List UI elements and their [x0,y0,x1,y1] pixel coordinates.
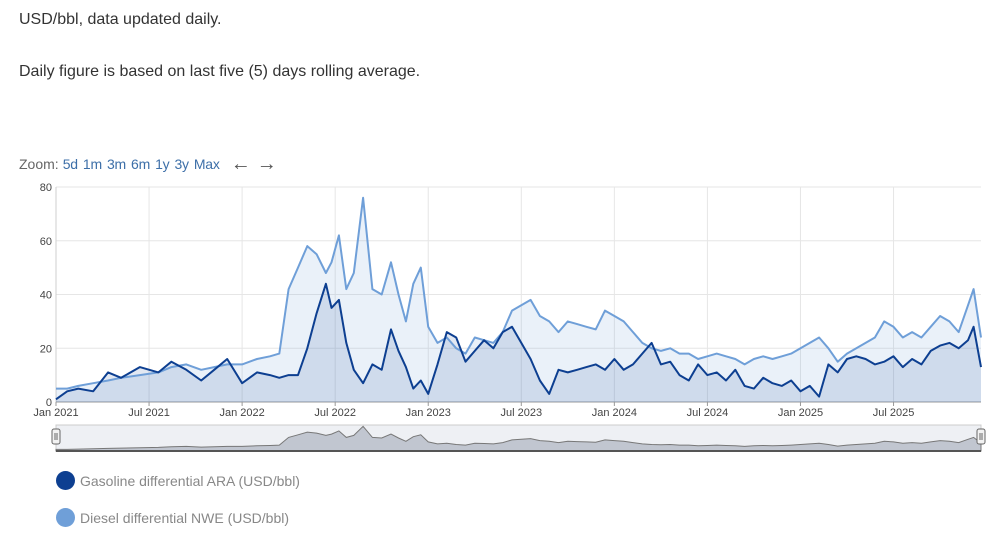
zoom-1y-button[interactable]: 1y [155,156,170,172]
x-tick-label: Jul 2023 [500,407,542,419]
y-tick-label: 80 [40,182,52,194]
x-tick-label: Jan 2025 [778,407,823,419]
zoom-label: Zoom: [19,156,59,172]
diesel-line [56,196,982,390]
zoom-6m-button[interactable]: 6m [131,156,151,172]
x-tick-label: Jul 2024 [687,407,729,419]
legend-dot-gasoline [56,471,75,490]
y-tick-label: 60 [40,236,52,248]
gasoline-area [56,283,981,402]
x-tick-label: Jul 2025 [873,407,915,419]
legend-dot-diesel [56,508,75,527]
x-tick-label: Jul 2022 [314,407,356,419]
zoom-bar: Zoom: 5d 1m 3m 6m 1y 3y Max ← → [19,153,277,175]
zoom-5d-button[interactable]: 5d [62,156,78,172]
zoom-1m-button[interactable]: 1m [82,156,102,172]
legend-item-gasoline[interactable]: Gasoline differential ARA (USD/bbl) [56,471,300,490]
legend-label-diesel: Diesel differential NWE (USD/bbl) [80,509,290,526]
diesel-area [56,197,981,402]
navigator-right-handle[interactable] [976,428,986,445]
x-tick-label: Jan 2024 [592,407,637,419]
y-tick-label: 20 [40,343,52,355]
zoom-3y-button[interactable]: 3y [174,156,189,172]
gasoline-line [55,282,982,401]
navigator-left-handle[interactable] [51,428,61,445]
arrow-right-icon[interactable]: → [256,153,277,175]
intro-line-2: Daily figure is based on last five (5) d… [19,63,421,80]
arrow-left-icon[interactable]: ← [230,153,251,175]
zoom-3m-button[interactable]: 3m [106,156,126,172]
legend-item-diesel[interactable]: Diesel differential NWE (USD/bbl) [56,508,289,527]
legend-label-gasoline: Gasoline differential ARA (USD/bbl) [80,472,300,489]
y-tick-label: 0 [46,397,52,409]
y-tick-label: 40 [40,290,52,302]
x-tick-label: Jan 2021 [33,407,78,419]
zoom-max-button[interactable]: Max [193,156,220,172]
x-tick-label: Jul 2021 [128,407,170,419]
x-tick-label: Jan 2023 [406,407,451,419]
intro-line-1: USD/bbl, data updated daily. [19,11,222,28]
x-tick-label: Jan 2022 [219,407,264,419]
navigator-series [55,425,982,452]
